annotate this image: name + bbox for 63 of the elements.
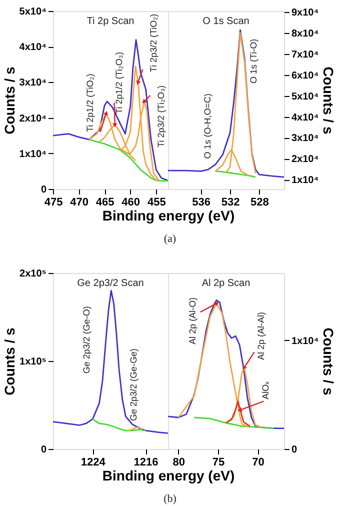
- x-tick-label: 532: [221, 196, 240, 208]
- x-tick-label: 465: [96, 196, 114, 208]
- x-tick-label: 460: [122, 196, 140, 208]
- y-tick-label: 3x10⁴: [292, 133, 319, 144]
- line-series: [168, 29, 284, 178]
- annotation: Ge 2p3/2 (Ge-O): [82, 306, 92, 374]
- line-series: [88, 138, 168, 182]
- y-tick-label: 0: [292, 444, 298, 456]
- y-tick-label: 5x10⁴: [19, 6, 47, 18]
- y-tick-label: 1x10⁴: [292, 336, 319, 347]
- y-axis-title: Counts / s: [1, 66, 18, 134]
- line-series: [168, 299, 284, 430]
- x-axis-title: Binding energy (eV): [102, 468, 235, 484]
- y-tick-label: 1x10⁵: [20, 356, 47, 368]
- y-tick-label: 1x10⁴: [292, 175, 319, 186]
- y-tick-label: 2x10⁴: [19, 113, 47, 124]
- y-tick-label: 0: [40, 184, 47, 196]
- text: (a): [164, 233, 176, 245]
- y-tick-label: 2x10⁴: [292, 154, 319, 166]
- y-tick-label: 0: [40, 444, 47, 456]
- annotation: Ti 2p1/2 (Ti₂O₃): [114, 52, 124, 114]
- x-tick-label: 455: [147, 196, 166, 208]
- y-axis-title: Counts / s: [2, 327, 18, 396]
- line-series: [53, 39, 168, 182]
- x-tick-label: 528: [250, 196, 269, 208]
- chart-title: Ge 2p3/2 Scan: [77, 278, 144, 289]
- y-tick-label: 4x10⁴: [19, 42, 47, 54]
- y-tick-label: 9x10⁴: [292, 8, 319, 19]
- annotation: Ge 2p3/2 (Ge-Ge): [128, 348, 139, 422]
- y-tick-label: 1x10⁴: [19, 148, 47, 160]
- y-tick-label: 2x10⁵: [20, 268, 47, 280]
- y-tick-label: 7x10⁴: [292, 49, 319, 60]
- y-tick-label: 5x10⁴: [292, 91, 319, 102]
- text: Al 2p Scan: [202, 278, 250, 289]
- y-axis-title: Counts / s: [320, 328, 337, 396]
- annotation: AlOₓ: [260, 381, 271, 400]
- text: O 1s Scan: [202, 16, 250, 27]
- annotation: Ti 2p3/2 (Ti₂O₃): [156, 85, 166, 148]
- x-tick-label: 470: [70, 196, 88, 208]
- x-tick-label: 1216: [134, 456, 158, 468]
- y-tick-label: 3x10⁴: [19, 78, 47, 89]
- x-tick-label: 80: [172, 456, 185, 468]
- y-tick-label: 6x10⁴: [292, 70, 319, 82]
- annotation: Ti 2p1/2 (TiO₂): [85, 74, 96, 132]
- x-axis-title: Binding energy (eV): [102, 208, 235, 224]
- line-series: [53, 290, 168, 434]
- x-tick-label: 475: [44, 196, 63, 208]
- x-tick-label: 75: [212, 456, 225, 468]
- y-tick-label: 8x10⁴: [292, 28, 319, 40]
- annotation: O 1s (O-H,O=C): [202, 94, 212, 159]
- annotation: Ti 2p3/2 (TiO₂): [148, 14, 159, 72]
- x-tick-label: 1224: [80, 456, 106, 468]
- annotation: Al 2p (Al-O): [188, 297, 198, 344]
- y-tick-label: 4x10⁴: [292, 112, 319, 124]
- text: (b): [164, 493, 177, 505]
- line-series: [225, 400, 251, 427]
- line-series: [194, 416, 274, 430]
- y-axis-title: Counts / s: [320, 66, 337, 135]
- x-tick-label: 536: [192, 196, 211, 208]
- annotation: O 1s (Ti-O): [248, 38, 258, 84]
- x-tick-label: 70: [252, 456, 264, 468]
- annotation: Al 2p (Al-Al): [256, 312, 266, 360]
- chart-title: Ti 2p Scan: [86, 16, 134, 27]
